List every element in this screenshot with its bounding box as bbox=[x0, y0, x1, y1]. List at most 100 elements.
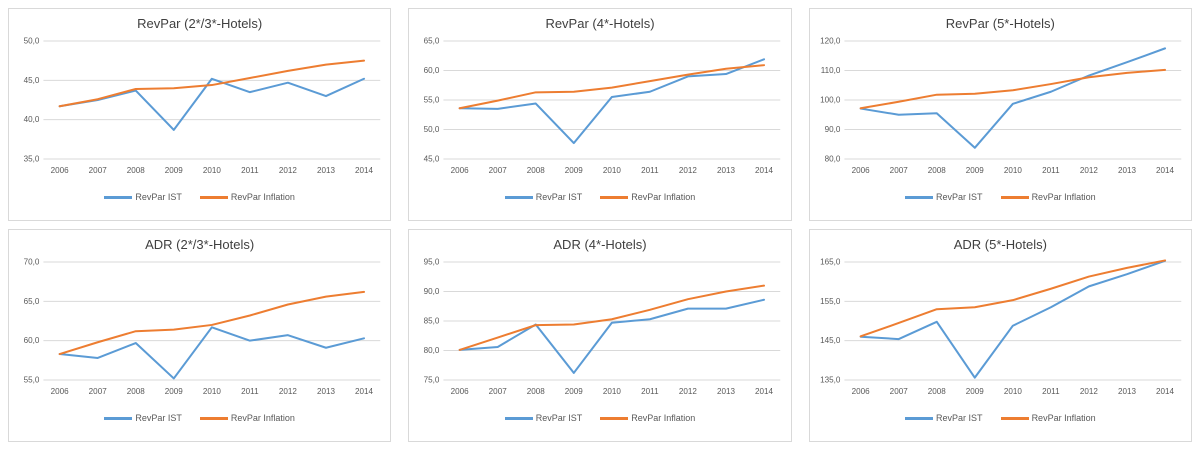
plot-area: 75,0 80,0 85,0 90,0 95,0 2006 2007 2008 2009 2010… bbox=[424, 258, 781, 396]
x-axis-tick-label: 2013 bbox=[717, 387, 736, 396]
y-axis-tick-label: 45,0 bbox=[424, 155, 440, 164]
y-axis-tick-label: 45,0 bbox=[24, 76, 40, 85]
y-axis-tick-label: 40,0 bbox=[24, 115, 40, 124]
chart-legend: RevPar IST RevPar Inflation bbox=[13, 412, 386, 428]
x-axis-tick-label: 2013 bbox=[1118, 166, 1137, 175]
chart-panel-adr-5-hotels: ADR (5*-Hotels) 135,0 145,0 155,0 165,0 2006… bbox=[808, 229, 1192, 442]
y-axis-tick-label: 85,0 bbox=[424, 317, 440, 326]
legend-label: RevPar Inflation bbox=[631, 413, 696, 423]
x-axis-tick-label: 2010 bbox=[1003, 166, 1022, 175]
x-axis-tick-label: 2012 bbox=[1080, 166, 1099, 175]
legend-item-revpar-ist: RevPar IST bbox=[905, 413, 983, 423]
series-line bbox=[458, 284, 766, 351]
legend-label: RevPar Inflation bbox=[230, 192, 295, 202]
y-axis-tick-label: 90,0 bbox=[824, 125, 840, 134]
x-axis-tick-label: 2009 bbox=[565, 387, 584, 396]
x-axis-tick-label: 2008 bbox=[527, 387, 546, 396]
x-axis-tick-label: 2007 bbox=[489, 166, 508, 175]
x-axis-tick-label: 2012 bbox=[1080, 387, 1099, 396]
x-axis-tick-label: 2010 bbox=[603, 387, 622, 396]
y-axis-tick-label: 155,0 bbox=[820, 297, 841, 306]
plot-area: 35,0 40,0 45,0 50,0 2006 2007 2008 2009 2010 2011… bbox=[24, 37, 381, 175]
y-axis-tick-label: 145,0 bbox=[820, 336, 841, 345]
legend-label: RevPar IST bbox=[135, 413, 182, 423]
chart-title: ADR (5*-Hotels) bbox=[953, 237, 1047, 252]
x-axis-tick-label: 2007 bbox=[89, 166, 108, 175]
y-axis-tick-label: 90,0 bbox=[424, 287, 440, 296]
x-axis-tick-label: 2013 bbox=[317, 166, 336, 175]
legend-label: RevPar IST bbox=[936, 413, 983, 423]
x-axis-tick-label: 2006 bbox=[451, 166, 470, 175]
y-axis-tick-label: 55,0 bbox=[424, 96, 440, 105]
line-swatch-inflation bbox=[199, 416, 228, 420]
chart-title: RevPar (2*/3*-Hotels) bbox=[137, 16, 263, 31]
y-axis-tick-label: 35,0 bbox=[24, 155, 40, 164]
y-axis-tick-label: 75,0 bbox=[424, 376, 440, 385]
legend-item-revpar-inflation: RevPar Inflation bbox=[600, 192, 695, 202]
y-axis-tick-label: 50,0 bbox=[24, 37, 40, 46]
legend-item-revpar-ist: RevPar IST bbox=[504, 413, 583, 423]
plot-area: 80,0 90,0 100,0 110,0 120,0 2006 2007 2008 2009 2… bbox=[820, 37, 1181, 175]
series-line bbox=[859, 47, 1166, 149]
chart-legend: RevPar IST RevPar Inflation bbox=[814, 191, 1187, 207]
x-axis-tick-label: 2009 bbox=[965, 387, 984, 396]
series-line bbox=[859, 68, 1166, 110]
x-axis-tick-label: 2008 bbox=[527, 166, 546, 175]
line-swatch-inflation bbox=[600, 195, 629, 199]
y-axis-tick-label: 120,0 bbox=[820, 37, 841, 46]
x-axis-tick-label: 2008 bbox=[127, 387, 146, 396]
line-swatch-ist bbox=[104, 416, 133, 420]
y-axis-tick-label: 65,0 bbox=[24, 297, 40, 306]
chart-legend: RevPar IST RevPar Inflation bbox=[814, 412, 1187, 428]
series-line bbox=[58, 59, 366, 108]
x-axis-tick-label: 2011 bbox=[1042, 166, 1060, 175]
chart-title: RevPar (4*-Hotels) bbox=[545, 16, 655, 31]
x-axis-tick-label: 2006 bbox=[851, 166, 870, 175]
legend-item-revpar-ist: RevPar IST bbox=[504, 192, 582, 202]
x-axis-tick-label: 2012 bbox=[679, 387, 698, 396]
line-swatch-ist bbox=[905, 416, 934, 420]
x-axis-tick-label: 2011 bbox=[1042, 387, 1060, 396]
chart-panel-revpar-4-hotels: RevPar (4*-Hotels) 45,0 50,0 55,0 60,0 65,0 2… bbox=[408, 8, 792, 221]
y-axis-tick-label: 70,0 bbox=[24, 258, 40, 267]
x-axis-tick-label: 2010 bbox=[203, 166, 222, 175]
y-axis-tick-label: 95,0 bbox=[424, 258, 440, 267]
x-axis-tick-label: 2006 bbox=[51, 166, 70, 175]
line-swatch-inflation bbox=[600, 416, 629, 420]
x-axis-tick-label: 2011 bbox=[241, 387, 259, 396]
x-axis-tick-label: 2013 bbox=[1118, 387, 1137, 396]
y-axis-tick-label: 165,0 bbox=[820, 258, 841, 267]
line-swatch-ist bbox=[504, 195, 533, 199]
plot-area: 55,0 60,0 65,0 70,0 2006 2007 2008 2009 2010 2011… bbox=[24, 258, 381, 396]
chart-title: RevPar (5*-Hotels) bbox=[945, 16, 1055, 31]
x-axis-tick-label: 2007 bbox=[489, 387, 508, 396]
x-axis-tick-label: 2013 bbox=[717, 166, 736, 175]
chart-panel-adr-4-hotels: ADR (4*-Hotels) 75,0 80,0 85,0 90,0 95,0 2006… bbox=[408, 229, 792, 442]
x-axis-tick-label: 2014 bbox=[755, 387, 774, 396]
x-axis-tick-label: 2011 bbox=[641, 166, 659, 175]
x-axis-tick-label: 2009 bbox=[165, 387, 184, 396]
series-line bbox=[58, 326, 366, 380]
y-axis-tick-label: 80,0 bbox=[824, 155, 840, 164]
legend-label: RevPar IST bbox=[535, 413, 583, 423]
chart-legend: RevPar IST RevPar Inflation bbox=[413, 412, 786, 428]
x-axis-tick-label: 2012 bbox=[279, 387, 298, 396]
y-axis-tick-label: 80,0 bbox=[424, 346, 440, 355]
x-axis-tick-label: 2007 bbox=[89, 387, 108, 396]
legend-label: RevPar IST bbox=[135, 192, 182, 202]
line-swatch-ist bbox=[504, 416, 533, 420]
x-axis-tick-label: 2014 bbox=[355, 166, 374, 175]
x-axis-tick-label: 2014 bbox=[1156, 166, 1175, 175]
series-line bbox=[58, 290, 366, 356]
y-axis-tick-label: 135,0 bbox=[820, 376, 841, 385]
y-axis-tick-label: 65,0 bbox=[424, 37, 440, 46]
legend-label: RevPar Inflation bbox=[631, 192, 696, 202]
series-line bbox=[58, 77, 366, 131]
x-axis-tick-label: 2006 bbox=[851, 387, 870, 396]
plot-area: 45,0 50,0 55,0 60,0 65,0 2006 2007 2008 2009 2010… bbox=[424, 37, 781, 175]
chart-legend: RevPar IST RevPar Inflation bbox=[413, 191, 786, 207]
x-axis-tick-label: 2006 bbox=[451, 387, 470, 396]
line-swatch-inflation bbox=[1000, 195, 1029, 199]
chart-panel-revpar-5-hotels: RevPar (5*-Hotels) 80,0 90,0 100,0 110,0 120… bbox=[808, 8, 1192, 221]
legend-label: RevPar Inflation bbox=[1031, 413, 1096, 423]
